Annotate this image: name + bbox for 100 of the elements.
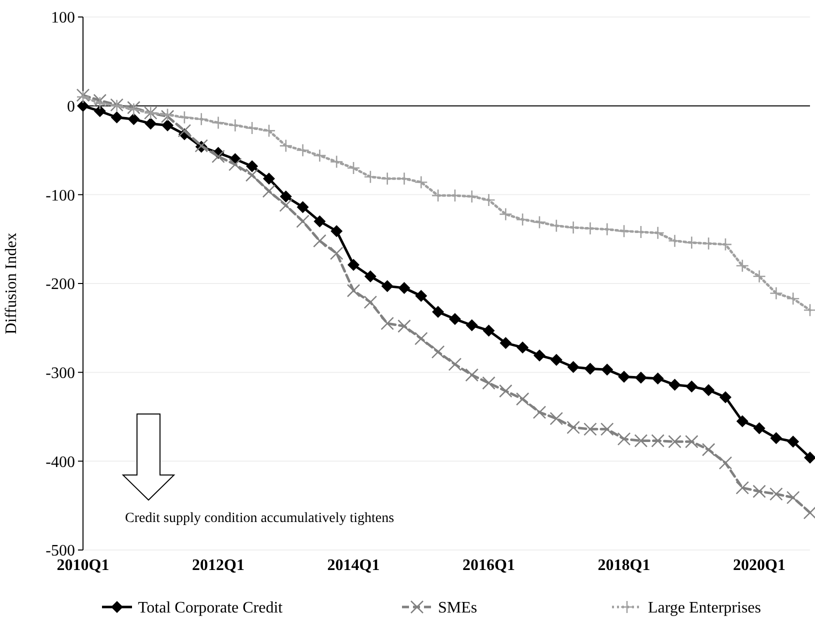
point (584, 222, 597, 236)
point (380, 316, 394, 330)
point (550, 412, 564, 426)
point (516, 341, 529, 354)
point (752, 484, 766, 498)
point (686, 380, 698, 393)
point (162, 119, 174, 132)
point (702, 442, 716, 456)
point (685, 236, 698, 250)
point (500, 337, 512, 350)
point (228, 118, 242, 132)
point (280, 190, 292, 202)
point (600, 422, 614, 436)
point (736, 415, 748, 428)
point (516, 212, 530, 226)
point (753, 422, 766, 434)
point (228, 158, 242, 172)
point (752, 270, 766, 284)
point (584, 362, 596, 375)
point (262, 172, 275, 185)
point (414, 176, 428, 189)
point (346, 284, 360, 298)
point (431, 345, 445, 359)
point (330, 225, 343, 238)
point (601, 364, 614, 376)
annotation: Credit supply condition accumulatively tightens (125, 511, 394, 526)
point (770, 487, 783, 501)
point (245, 168, 259, 182)
point (398, 282, 410, 294)
point (144, 118, 157, 130)
legend-label: SMEs (438, 600, 478, 617)
point (466, 319, 478, 332)
x-tick-label: 2016Q1 (462, 557, 515, 574)
point (566, 420, 580, 434)
point (465, 190, 479, 204)
point (770, 432, 782, 444)
legend-label: Large Enterprises (648, 600, 761, 617)
point (634, 434, 648, 448)
point (736, 481, 750, 494)
point (212, 150, 225, 164)
point (634, 372, 647, 384)
point (296, 201, 309, 214)
point (314, 215, 326, 228)
point (245, 121, 259, 135)
point (364, 270, 376, 282)
y-tick-label: 0 (67, 98, 75, 116)
y-tick-label: -400 (46, 454, 75, 471)
y-tick-label: -500 (46, 542, 75, 560)
point (482, 193, 496, 207)
point (567, 361, 580, 374)
point (178, 110, 192, 124)
point (246, 160, 258, 172)
point (718, 238, 732, 252)
point (804, 452, 815, 464)
point (380, 172, 394, 186)
point (364, 170, 378, 184)
point (736, 259, 750, 272)
x-tick-label: 2012Q1 (192, 557, 244, 574)
point (279, 139, 293, 152)
point (617, 432, 631, 446)
point (516, 392, 530, 406)
point (313, 148, 326, 162)
x-tick-label: 2014Q1 (327, 557, 380, 574)
point (618, 370, 630, 383)
point (685, 434, 698, 448)
point (330, 246, 344, 260)
point (668, 434, 682, 448)
x-tick-label: 2018Q1 (598, 557, 650, 574)
point (651, 434, 664, 448)
point (787, 436, 800, 448)
point (93, 96, 107, 110)
y-tick-label: -200 (46, 276, 75, 294)
point (786, 490, 800, 504)
point (296, 214, 310, 228)
y-tick-label: -300 (46, 364, 75, 382)
y-axis-title: Diffusion Index (3, 232, 20, 334)
point (448, 358, 462, 371)
point (414, 332, 428, 346)
point (465, 368, 479, 382)
point (702, 236, 716, 250)
point (93, 94, 107, 108)
x-tick-label: 2020Q1 (733, 557, 786, 574)
point (532, 406, 546, 419)
point (262, 124, 276, 138)
point (718, 456, 732, 470)
point (668, 378, 681, 391)
point (194, 112, 208, 126)
point (482, 376, 496, 390)
y-tick-label: 100 (51, 10, 75, 27)
point (348, 258, 360, 271)
point (313, 234, 326, 248)
point (566, 220, 580, 234)
point (432, 306, 444, 318)
point (550, 219, 564, 232)
point (110, 111, 123, 124)
point (330, 155, 344, 168)
point (482, 324, 495, 337)
point (77, 100, 89, 112)
point (346, 161, 360, 175)
point (212, 116, 225, 130)
